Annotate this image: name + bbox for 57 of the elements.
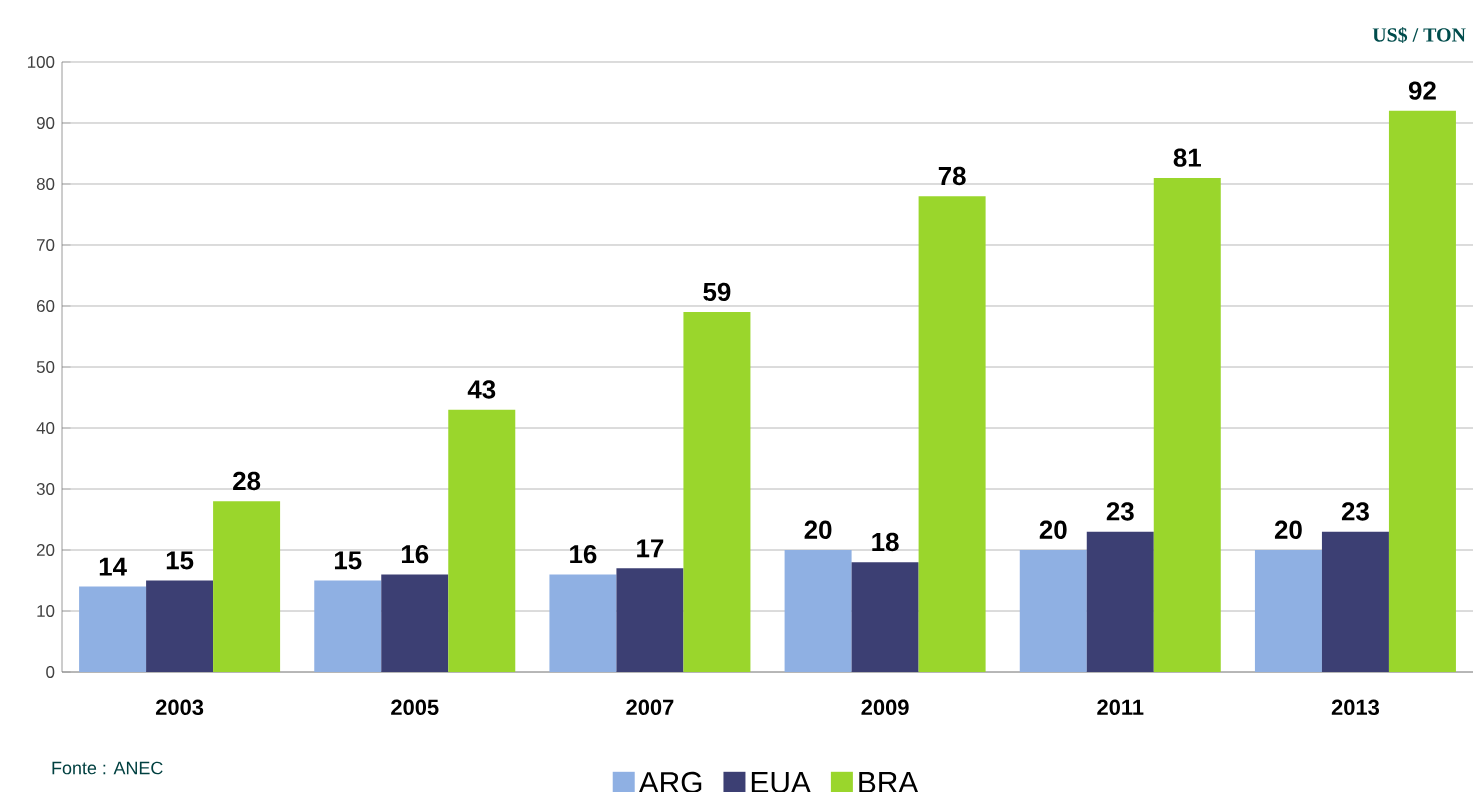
y-tick-label: 60 bbox=[37, 300, 55, 312]
data-label: 23 bbox=[1106, 502, 1134, 521]
data-label: 16 bbox=[570, 545, 597, 564]
bar bbox=[1388, 110, 1456, 672]
y-tick-label: 80 bbox=[36, 178, 55, 190]
data-label: 18 bbox=[872, 532, 899, 552]
bar bbox=[616, 568, 684, 672]
bar bbox=[683, 312, 751, 672]
y-tick-label: 0 bbox=[46, 666, 55, 678]
x-tick-label: 2009 bbox=[861, 699, 909, 716]
data-label: 28 bbox=[233, 471, 261, 491]
y-tick-label: 70 bbox=[37, 239, 55, 251]
bar bbox=[381, 574, 449, 672]
bar bbox=[448, 409, 516, 672]
bar bbox=[851, 562, 919, 672]
source-note: Fonte : ANEC bbox=[52, 761, 163, 775]
bar bbox=[549, 574, 617, 672]
data-label: 20 bbox=[1274, 520, 1302, 539]
bar bbox=[1153, 177, 1221, 672]
bar bbox=[1019, 550, 1087, 672]
y-tick-label: 40 bbox=[36, 422, 55, 434]
data-label: 17 bbox=[637, 539, 664, 558]
data-label: 15 bbox=[334, 551, 362, 570]
bar bbox=[213, 501, 281, 672]
bar bbox=[918, 196, 986, 672]
data-label: 20 bbox=[804, 520, 832, 539]
y-tick-label: 10 bbox=[37, 605, 55, 617]
y-tick-label: 90 bbox=[36, 117, 55, 129]
data-label: 78 bbox=[938, 166, 966, 186]
y-axis-title: US$ / TON bbox=[1372, 27, 1466, 43]
bar bbox=[146, 580, 214, 672]
data-label: 15 bbox=[166, 551, 194, 570]
data-label: 92 bbox=[1408, 81, 1436, 100]
data-label: 20 bbox=[1039, 520, 1067, 539]
data-label: 59 bbox=[703, 282, 731, 302]
bar bbox=[1086, 531, 1154, 672]
y-tick-label: 100 bbox=[27, 56, 55, 68]
x-tick-label: 2011 bbox=[1097, 699, 1144, 716]
x-tick-label: 2007 bbox=[626, 699, 674, 716]
data-label: 23 bbox=[1341, 502, 1369, 521]
data-label: 43 bbox=[467, 380, 496, 399]
bar bbox=[784, 550, 852, 672]
x-tick-label: 2003 bbox=[155, 699, 204, 716]
data-label: 14 bbox=[99, 557, 127, 576]
data-label: 16 bbox=[401, 545, 429, 564]
data-label: 81 bbox=[1173, 148, 1201, 167]
bar bbox=[79, 586, 147, 672]
legend-label: BRA bbox=[859, 772, 919, 792]
x-tick-label: 2005 bbox=[391, 699, 439, 716]
y-tick-label: 20 bbox=[36, 544, 55, 556]
y-tick-label: 30 bbox=[36, 483, 55, 495]
bar bbox=[1321, 531, 1389, 672]
y-tick-label: 50 bbox=[36, 361, 55, 373]
bar bbox=[1254, 550, 1322, 672]
bar bbox=[314, 580, 382, 672]
legend-label: EUA bbox=[751, 772, 811, 792]
x-tick-label: 2013 bbox=[1331, 699, 1380, 716]
